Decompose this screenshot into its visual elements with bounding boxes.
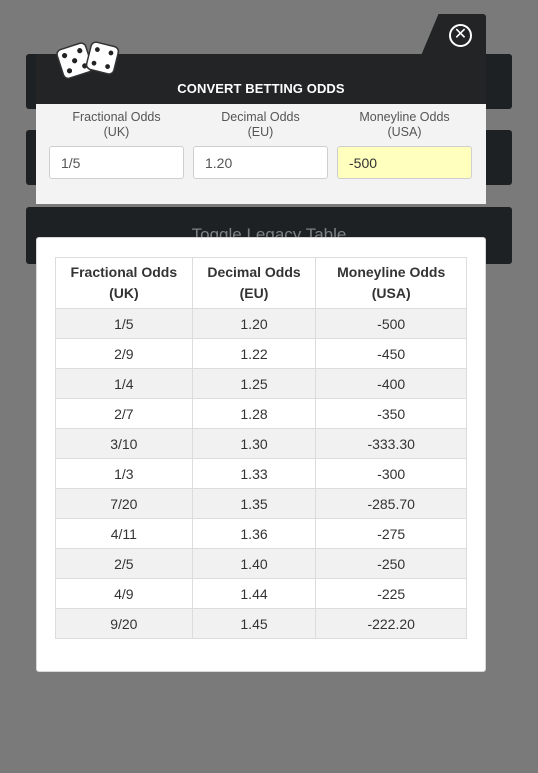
moneyline-cell: -225 xyxy=(315,578,467,609)
decimal-cell: 1.45 xyxy=(191,608,317,639)
fractional-cell: 1/4 xyxy=(55,368,193,399)
moneyline-odds-field: Moneyline Odds (USA) xyxy=(337,110,472,179)
table-row: 1/4 1.25 -400 xyxy=(55,368,467,399)
moneyline-cell: -500 xyxy=(315,308,467,339)
header-line: Fractional Odds xyxy=(70,264,178,280)
converter-title: CONVERT BETTING ODDS xyxy=(177,81,345,96)
fractional-cell: 3/10 xyxy=(55,428,193,459)
table-row: 4/11 1.36 -275 xyxy=(55,518,467,549)
decimal-odds-input[interactable] xyxy=(193,146,328,179)
moneyline-cell: -275 xyxy=(315,518,467,549)
label-line: Decimal Odds xyxy=(221,110,300,124)
header-line: Decimal Odds xyxy=(207,264,301,280)
header-line: Moneyline Odds xyxy=(337,264,446,280)
table-row: 3/10 1.30 -333.30 xyxy=(55,428,467,459)
fractional-cell: 9/20 xyxy=(55,608,193,639)
header-line: (USA) xyxy=(371,285,411,301)
moneyline-cell: -300 xyxy=(315,458,467,489)
moneyline-cell: -350 xyxy=(315,398,467,429)
fractional-cell: 4/11 xyxy=(55,518,193,549)
table-row: 4/9 1.44 -225 xyxy=(55,578,467,609)
table-row: 1/5 1.20 -500 xyxy=(55,308,467,339)
column-header-fractional: Fractional Odds (UK) xyxy=(55,257,193,309)
odds-table: Fractional Odds (UK) Decimal Odds (EU) Mon… xyxy=(55,257,467,639)
fractional-cell: 2/5 xyxy=(55,548,193,579)
moneyline-cell: -450 xyxy=(315,338,467,369)
decimal-cell: 1.40 xyxy=(191,548,317,579)
table-row: 7/20 1.35 -285.70 xyxy=(55,488,467,519)
moneyline-odds-input[interactable] xyxy=(337,146,472,179)
table-row: 9/20 1.45 -222.20 xyxy=(55,608,467,639)
converter-fields: Fractional Odds (UK) Decimal Odds (EU) M… xyxy=(36,104,486,204)
table-header-row: Fractional Odds (UK) Decimal Odds (EU) Mon… xyxy=(55,257,467,309)
decimal-cell: 1.35 xyxy=(191,488,317,519)
fractional-cell: 1/3 xyxy=(55,458,193,489)
moneyline-odds-label: Moneyline Odds (USA) xyxy=(337,110,472,140)
moneyline-cell: -400 xyxy=(315,368,467,399)
decimal-cell: 1.30 xyxy=(191,428,317,459)
decimal-cell: 1.44 xyxy=(191,578,317,609)
header-line: (EU) xyxy=(239,285,269,301)
fractional-odds-field: Fractional Odds (UK) xyxy=(49,110,184,179)
fractional-cell: 1/5 xyxy=(55,308,193,339)
label-line: Moneyline Odds xyxy=(359,110,450,124)
decimal-cell: 1.25 xyxy=(191,368,317,399)
column-header-moneyline: Moneyline Odds (USA) xyxy=(315,257,467,309)
moneyline-cell: -250 xyxy=(315,548,467,579)
label-line: Fractional Odds xyxy=(72,110,161,124)
fractional-cell: 2/9 xyxy=(55,338,193,369)
moneyline-cell: -333.30 xyxy=(315,428,467,459)
moneyline-cell: -285.70 xyxy=(315,488,467,519)
close-icon[interactable]: ✕ xyxy=(449,24,472,47)
label-line: (EU) xyxy=(247,125,274,139)
decimal-odds-label: Decimal Odds (EU) xyxy=(193,110,328,140)
fractional-odds-input[interactable] xyxy=(49,146,184,179)
decimal-cell: 1.22 xyxy=(191,338,317,369)
table-row: 2/9 1.22 -450 xyxy=(55,338,467,369)
decimal-cell: 1.36 xyxy=(191,518,317,549)
fractional-odds-label: Fractional Odds (UK) xyxy=(49,110,184,140)
moneyline-cell: -222.20 xyxy=(315,608,467,639)
fractional-cell: 4/9 xyxy=(55,578,193,609)
fractional-cell: 7/20 xyxy=(55,488,193,519)
label-line: (USA) xyxy=(387,125,422,139)
decimal-cell: 1.33 xyxy=(191,458,317,489)
decimal-cell: 1.20 xyxy=(191,308,317,339)
decimal-odds-field: Decimal Odds (EU) xyxy=(193,110,328,179)
header-line: (UK) xyxy=(109,285,139,301)
table-row: 2/7 1.28 -350 xyxy=(55,398,467,429)
fractional-cell: 2/7 xyxy=(55,398,193,429)
table-row: 1/3 1.33 -300 xyxy=(55,458,467,489)
dice-icon xyxy=(56,41,120,80)
label-line: (UK) xyxy=(103,125,130,139)
column-header-decimal: Decimal Odds (EU) xyxy=(191,257,317,309)
table-row: 2/5 1.40 -250 xyxy=(55,548,467,579)
decimal-cell: 1.28 xyxy=(191,398,317,429)
legacy-table-card: Fractional Odds (UK) Decimal Odds (EU) Mon… xyxy=(36,237,486,672)
